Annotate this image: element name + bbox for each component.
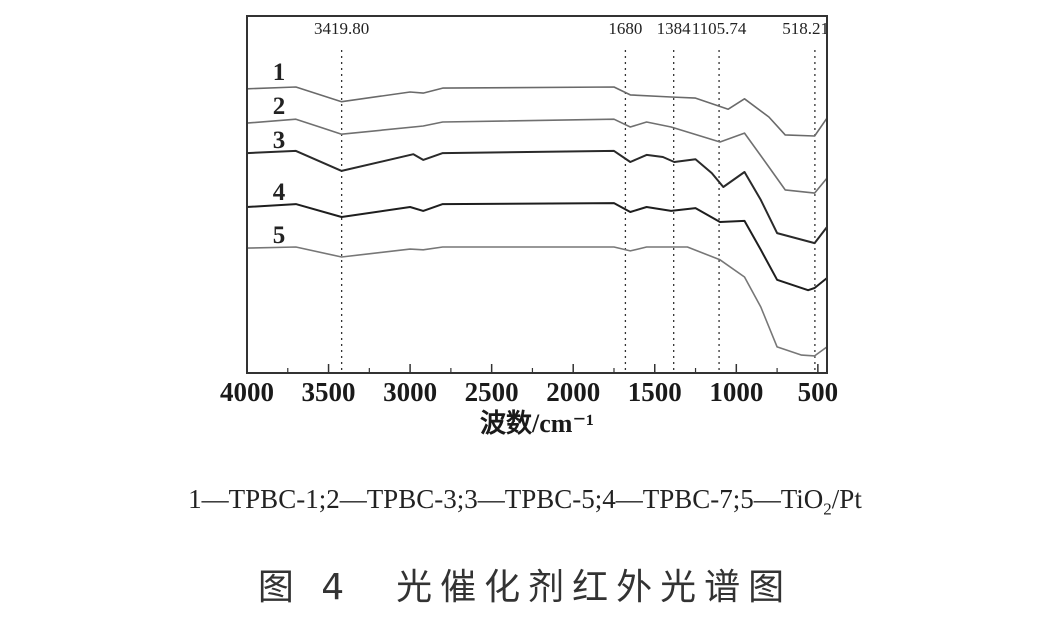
- x-tick-label: 1000: [709, 377, 763, 407]
- ftir-chart: 3419.80 1680 1384 1105.74 518.21 1 2 3 4 5 4000 3…: [220, 15, 838, 438]
- spectrum-curve-3: [246, 149, 828, 245]
- x-tick-label: 3500: [302, 377, 356, 407]
- curve-label: 2: [273, 93, 286, 120]
- peak-label: 1384: [657, 19, 692, 38]
- x-axis-label: 波数/cm⁻¹: [480, 409, 594, 438]
- x-tick-label: 1500: [628, 377, 682, 407]
- peak-label: 1680: [608, 19, 642, 38]
- curve-label: 1: [273, 59, 286, 86]
- x-tick-label: 2500: [465, 377, 519, 407]
- spectrum-curve-2: [246, 118, 828, 194]
- x-tick-label: 2000: [546, 377, 600, 407]
- x-axis-ticks: 4000 3500 3000 2500 2000 1500 1000 500: [220, 364, 838, 407]
- spectrum-curve-4: [246, 202, 828, 292]
- curve-label: 3: [273, 127, 286, 154]
- spectrum-curve-5: [246, 246, 828, 357]
- x-tick-label: 500: [798, 377, 839, 407]
- legend-text: 1—TPBC-1;2—TPBC-3;3—TPBC-5;4—TPBC-7;5—Ti…: [188, 484, 824, 514]
- peak-lines: 3419.80 1680 1384 1105.74 518.21: [314, 19, 829, 373]
- curve-label: 4: [273, 179, 286, 206]
- peak-label: 3419.80: [314, 19, 369, 38]
- peak-label: 1105.74: [692, 19, 747, 38]
- legend-text-end: /Pt: [831, 484, 862, 514]
- x-tick-label: 4000: [220, 377, 274, 407]
- spectrum-curve-1: [246, 86, 828, 137]
- figure-caption: 图 4 光催化剂红外光谱图: [257, 567, 793, 608]
- spectra-curves: 1 2 3 4 5: [246, 59, 828, 357]
- curve-label: 5: [273, 222, 286, 249]
- legend-subscript: 2: [823, 499, 832, 519]
- peak-label: 518.21: [782, 19, 829, 38]
- x-tick-label: 3000: [383, 377, 437, 407]
- plot-frame: [246, 15, 828, 374]
- figure-legend: 1—TPBC-1;2—TPBC-3;3—TPBC-5;4—TPBC-7;5—Ti…: [0, 484, 1050, 519]
